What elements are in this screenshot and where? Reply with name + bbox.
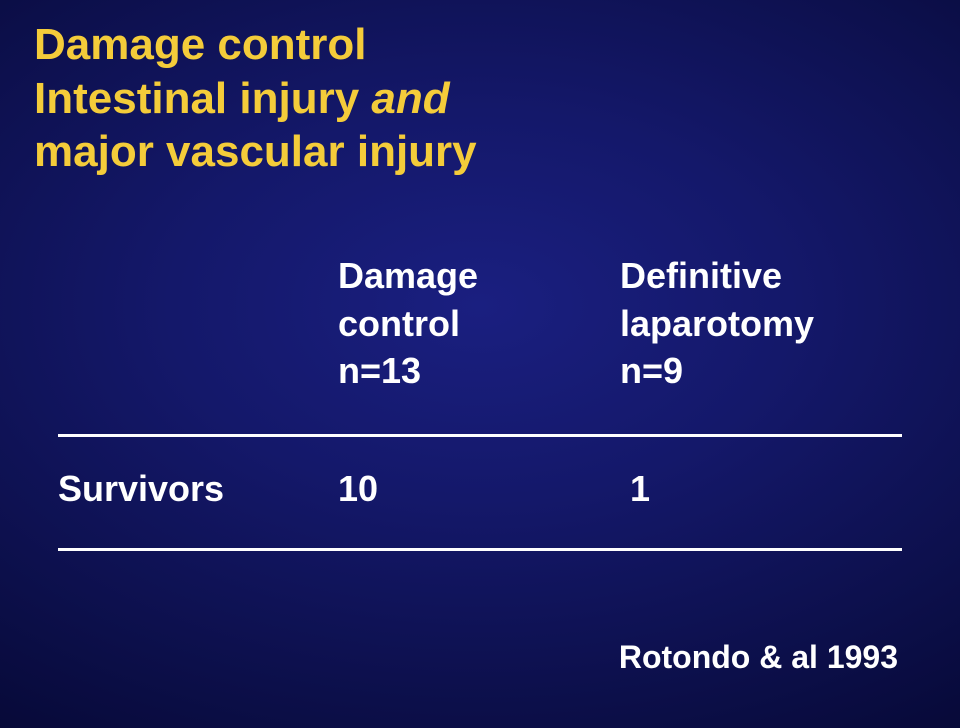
title-line3: major vascular injury	[34, 127, 477, 176]
col1-sub2: n=13	[338, 347, 620, 395]
col2-sub1: laparotomy	[620, 300, 902, 348]
table-data-row: Survivors 10 1	[58, 468, 902, 510]
column-definitive-laparotomy: Definitive laparotomy n=9	[620, 252, 902, 395]
col2-label: Definitive	[620, 255, 782, 296]
table-header-area: Damage control n=13 Definitive laparotom…	[58, 252, 902, 395]
citation: Rotondo & al 1993	[619, 639, 898, 676]
col1-label: Damage	[338, 255, 478, 296]
slide: Damage control Intestinal injury and maj…	[0, 0, 960, 728]
slide-title: Damage control Intestinal injury and maj…	[34, 18, 477, 179]
table-rule-top	[58, 434, 902, 437]
col1-sub1: control	[338, 300, 620, 348]
title-line2-text: Intestinal injury	[34, 74, 359, 123]
title-line1: Damage control	[34, 20, 367, 69]
column-damage-control: Damage control n=13	[338, 252, 620, 395]
title-line2-italic: and	[359, 74, 449, 123]
table-header-row: Damage control n=13 Definitive laparotom…	[58, 252, 902, 395]
row-label-survivors: Survivors	[58, 468, 338, 510]
table-rule-bottom	[58, 548, 902, 551]
title-line2: Intestinal injury and	[34, 74, 450, 123]
cell-survivors-damage-control: 10	[338, 468, 610, 510]
col2-sub2: n=9	[620, 347, 902, 395]
cell-survivors-definitive-laparotomy: 1	[610, 468, 902, 510]
